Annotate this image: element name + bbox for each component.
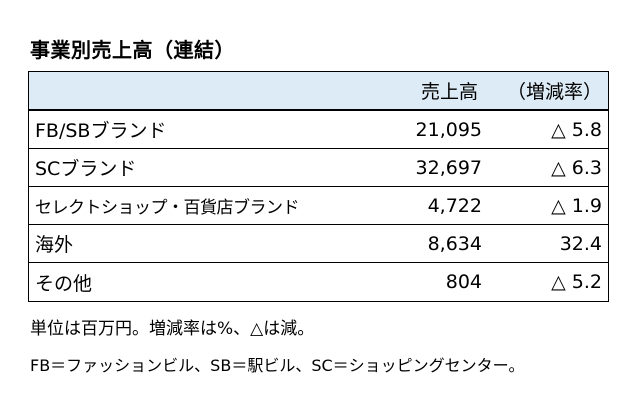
table-row: セレクトショップ・百貨店ブランド 4,722 △ 1.9 xyxy=(29,187,608,225)
segment-sales: 4,722 xyxy=(427,194,482,217)
segment-rate: △ 1.9 xyxy=(551,194,602,217)
table-header-row: 売上高 （増減率） xyxy=(29,72,608,111)
segment-rate: △ 5.8 xyxy=(551,118,602,141)
segment-rate: △ 5.2 xyxy=(551,271,602,293)
segment-sales: 32,697 xyxy=(415,156,482,179)
abbreviation-note: FB＝ファッションビル、SB＝駅ビル、SC＝ショッピングセンター。 xyxy=(30,356,525,375)
header-sales: 売上高 xyxy=(420,81,478,103)
segment-name: セレクトショップ・百貨店ブランド xyxy=(35,198,300,218)
segment-name: SCブランド xyxy=(35,158,137,180)
segment-name: その他 xyxy=(35,272,93,295)
page-title: 事業別売上高（連結） xyxy=(30,38,235,62)
segment-sales-table: 売上高 （増減率） FB/SBブランド 21,095 △ 5.8 SCブランド … xyxy=(28,71,609,302)
header-rate: （増減率） xyxy=(506,81,602,103)
segment-name: FB/SBブランド xyxy=(35,120,167,142)
table-row: その他 804 △ 5.2 xyxy=(29,263,608,301)
segment-rate: △ 6.3 xyxy=(551,156,602,179)
segment-sales: 804 xyxy=(445,271,482,293)
table-row: SCブランド 32,697 △ 6.3 xyxy=(29,149,608,187)
table-row: 海外 8,634 32.4 xyxy=(29,225,608,263)
segment-sales: 8,634 xyxy=(427,232,482,255)
table-row: FB/SBブランド 21,095 △ 5.8 xyxy=(29,111,608,149)
segment-name: 海外 xyxy=(35,234,74,256)
segment-sales: 21,095 xyxy=(415,118,482,141)
unit-note: 単位は百万円。増減率は%、△は減。 xyxy=(30,319,315,339)
segment-rate: 32.4 xyxy=(559,232,602,255)
